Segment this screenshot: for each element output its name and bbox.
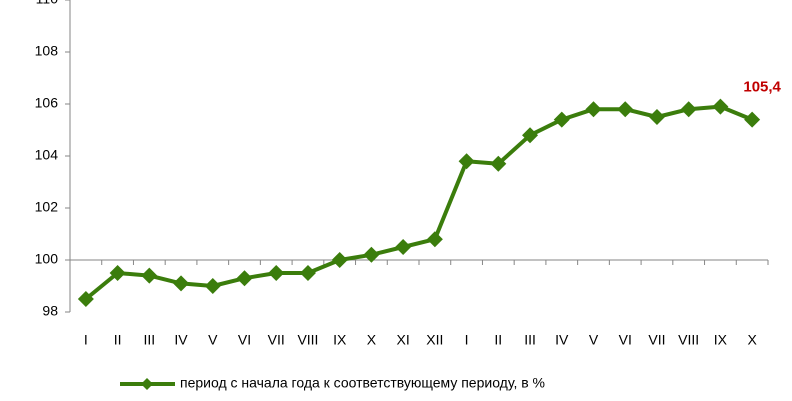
x-tick-label: III	[524, 332, 536, 348]
x-tick-label: VIII	[297, 332, 318, 348]
x-tick-label: X	[747, 332, 757, 348]
legend-label: период с начала года к соответствующему …	[180, 375, 545, 391]
y-tick-label: 104	[35, 147, 59, 163]
marker	[109, 265, 126, 281]
x-tick-label: VII	[268, 332, 285, 348]
x-tick-label: II	[114, 332, 122, 348]
marker	[204, 278, 221, 294]
x-tick-label: V	[589, 332, 599, 348]
y-tick-label: 102	[35, 199, 59, 215]
y-tick-label: 110	[36, 0, 59, 7]
x-tick-label: VI	[619, 332, 632, 348]
x-tick-label: XII	[426, 332, 443, 348]
x-tick-label: I	[465, 332, 469, 348]
marker	[173, 275, 190, 292]
marker	[299, 265, 316, 281]
x-tick-label: IV	[555, 332, 569, 348]
x-tick-label: III	[143, 332, 155, 348]
marker	[648, 109, 665, 125]
marker	[236, 270, 253, 287]
x-tick-label: IV	[174, 332, 188, 348]
x-tick-label: VIII	[678, 332, 699, 348]
x-tick-label: X	[367, 332, 377, 348]
marker	[712, 98, 729, 115]
y-tick-label: 98	[42, 303, 58, 319]
marker	[490, 155, 507, 172]
marker	[585, 101, 602, 118]
marker	[363, 246, 380, 263]
x-tick-label: II	[494, 332, 502, 348]
marker	[426, 231, 443, 248]
y-tick-label: 108	[35, 43, 59, 59]
y-tick-label: 100	[35, 251, 59, 267]
series-line	[84, 104, 753, 301]
x-tick-label: XI	[397, 332, 410, 348]
marker	[77, 291, 94, 307]
x-tick-label: IX	[714, 332, 728, 348]
marker	[331, 252, 348, 268]
x-tick-label: I	[84, 332, 88, 348]
marker	[268, 265, 285, 281]
marker	[680, 101, 697, 118]
y-tick-label: 106	[35, 95, 59, 111]
marker	[744, 111, 761, 128]
legend-marker	[141, 378, 153, 390]
x-tick-label: VII	[648, 332, 665, 348]
marker	[141, 267, 158, 284]
marker	[458, 153, 475, 170]
x-tick-label: V	[208, 332, 218, 348]
marker	[522, 127, 539, 144]
marker	[395, 239, 412, 255]
value-label: 105,4	[743, 79, 781, 96]
marker	[553, 111, 570, 128]
marker	[617, 101, 634, 118]
x-tick-label: VI	[238, 332, 251, 348]
x-tick-label: IX	[333, 332, 347, 348]
